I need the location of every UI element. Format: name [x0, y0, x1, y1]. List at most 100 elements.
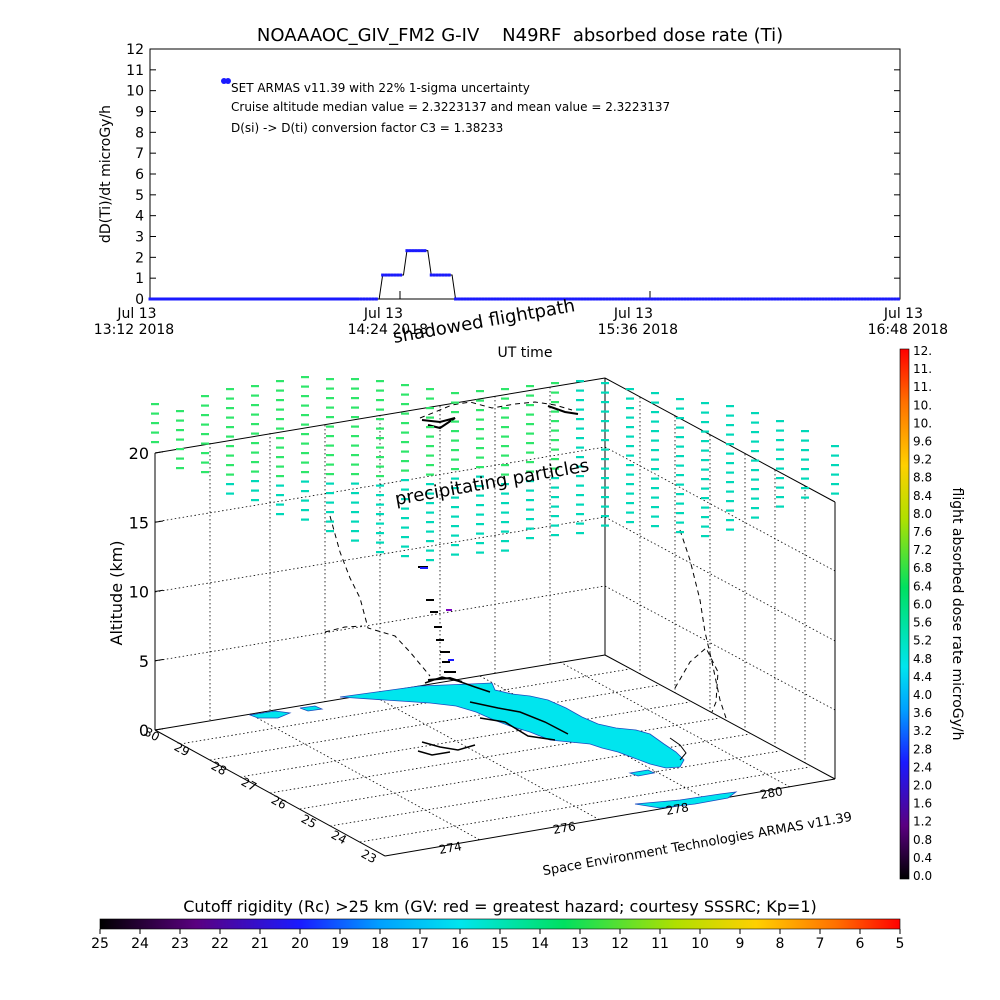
data-point: [229, 297, 233, 301]
particle-mark: [526, 461, 534, 464]
data-point: [586, 297, 590, 301]
longitude-tick-label: 274: [438, 839, 463, 857]
particle-mark: [726, 509, 734, 512]
particle-mark: [701, 497, 709, 500]
data-point: [438, 273, 442, 277]
particle-mark: [726, 424, 734, 427]
particle-mark: [526, 394, 534, 397]
particle-mark: [401, 536, 409, 539]
y-tick-label: 1: [135, 271, 144, 287]
data-point: [381, 273, 385, 277]
particle-mark: [401, 526, 409, 529]
particle-mark: [726, 528, 734, 531]
y-tick-label: 10: [126, 84, 144, 100]
particle-mark: [676, 512, 684, 515]
data-point: [331, 297, 335, 301]
particle-mark: [676, 474, 684, 477]
particle-mark: [351, 406, 359, 409]
x-tick-time: 14:24 2018: [348, 322, 428, 338]
particle-mark: [351, 520, 359, 523]
particle-mark: [676, 502, 684, 505]
data-point: [472, 297, 476, 301]
particle-mark: [301, 509, 309, 512]
particle-mark: [576, 380, 584, 383]
particle-mark: [201, 433, 209, 436]
particle-mark: [276, 513, 284, 516]
particle-mark: [401, 403, 409, 406]
particle-mark: [651, 515, 659, 518]
particle-mark: [676, 436, 684, 439]
particle-mark: [651, 525, 659, 528]
particle-mark: [501, 454, 509, 457]
particle-mark: [376, 475, 384, 478]
particle-mark: [276, 465, 284, 468]
data-point: [752, 297, 756, 301]
data-point: [217, 297, 221, 301]
particle-mark: [476, 485, 484, 488]
particle-mark: [351, 501, 359, 504]
particle-mark: [326, 530, 334, 533]
particle-mark: [251, 442, 259, 445]
data-point: [202, 297, 206, 301]
particle-mark: [651, 401, 659, 404]
particle-mark: [501, 445, 509, 448]
particle-mark: [351, 387, 359, 390]
particle-mark: [626, 454, 634, 457]
particle-mark: [476, 466, 484, 469]
particle-mark: [201, 471, 209, 474]
particle-mark: [301, 433, 309, 436]
particle-mark: [351, 539, 359, 542]
particle-mark: [801, 458, 809, 461]
data-point: [842, 297, 846, 301]
particle-mark: [376, 456, 384, 459]
particle-mark: [251, 489, 259, 492]
particle-mark: [751, 412, 759, 415]
particle-mark: [801, 468, 809, 471]
data-point: [178, 297, 182, 301]
data-point: [274, 297, 278, 301]
particle-mark: [526, 413, 534, 416]
particle-mark: [551, 382, 559, 385]
particle-mark: [351, 511, 359, 514]
particle-mark: [301, 376, 309, 379]
data-point: [499, 297, 503, 301]
dose-colorbar: 0.0 0.4 0.8 1.2 1.6 2.0 2.4 2.8 3.2 3.6 4.0 4.4 4.8 5…: [899, 344, 965, 883]
particle-mark: [651, 477, 659, 480]
rigidity-tick-label: 8: [776, 936, 785, 952]
particle-mark: [326, 454, 334, 457]
particle-mark: [301, 414, 309, 417]
data-point: [710, 297, 714, 301]
data-point: [653, 297, 657, 301]
particle-mark: [401, 384, 409, 387]
data-point: [592, 297, 596, 301]
data-point: [737, 297, 741, 301]
data-point: [614, 297, 618, 301]
data-point: [806, 297, 810, 301]
data-point: [595, 297, 599, 301]
data-point: [598, 297, 602, 301]
data-point: [148, 297, 152, 301]
data-point: [553, 297, 557, 301]
particle-mark: [301, 461, 309, 464]
data-point: [253, 297, 257, 301]
particle-mark: [831, 473, 839, 476]
data-point: [475, 297, 479, 301]
particle-mark: [501, 435, 509, 438]
particle-mark: [576, 456, 584, 459]
data-point: [532, 297, 536, 301]
particle-mark: [426, 397, 434, 400]
data-point: [277, 297, 281, 301]
particle-mark: [501, 521, 509, 524]
latitude-tick-label: 24: [329, 828, 349, 848]
particle-mark: [576, 399, 584, 402]
particle-mark: [451, 553, 459, 556]
particle-mark: [651, 439, 659, 442]
data-point: [368, 297, 372, 301]
particle-mark: [751, 431, 759, 434]
particle-mark: [726, 414, 734, 417]
particle-mark: [276, 399, 284, 402]
particle-mark: [726, 471, 734, 474]
data-point: [523, 297, 527, 301]
data-point: [617, 297, 621, 301]
